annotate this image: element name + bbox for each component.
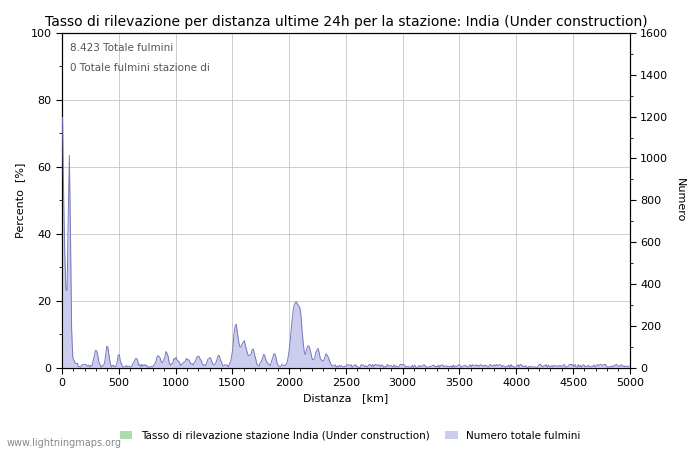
Bar [237, 346, 238, 368]
Bar [285, 367, 286, 368]
Y-axis label: Numero: Numero [675, 178, 685, 222]
Bar [110, 366, 111, 368]
Bar [170, 367, 171, 368]
Text: 0 Totale fulmini stazione di: 0 Totale fulmini stazione di [71, 63, 211, 73]
Bar [120, 365, 121, 368]
Bar [236, 341, 237, 368]
Bar [230, 365, 231, 368]
Bar [240, 355, 241, 368]
Bar [303, 358, 304, 368]
Bar [253, 358, 254, 368]
Bar [316, 358, 317, 368]
Bar [96, 358, 97, 368]
Bar [155, 364, 156, 368]
Bar [241, 353, 242, 368]
Bar [106, 355, 107, 368]
Bar [168, 361, 169, 368]
Bar [294, 341, 295, 368]
Bar [104, 366, 105, 368]
Bar [312, 364, 313, 368]
Bar [117, 365, 118, 368]
Bar [309, 360, 311, 368]
Bar [286, 366, 287, 368]
Bar [97, 361, 98, 368]
Bar [238, 352, 239, 368]
Bar [163, 364, 164, 368]
Bar [231, 362, 232, 368]
Bar [321, 365, 322, 368]
Bar [288, 363, 289, 368]
Bar [160, 362, 161, 368]
Bar [249, 361, 251, 368]
Bar [313, 364, 314, 368]
Bar [244, 351, 245, 368]
Bar [165, 358, 167, 368]
Bar [300, 346, 302, 368]
Bar [159, 361, 160, 368]
Bar [243, 351, 244, 368]
Bar [234, 342, 236, 368]
Text: www.lightningmaps.org: www.lightningmaps.org [7, 438, 122, 448]
Bar [298, 342, 299, 368]
Text: 8.423 Totale fulmini: 8.423 Totale fulmini [71, 43, 174, 53]
Bar [296, 340, 297, 368]
Bar [153, 367, 154, 368]
Bar [105, 361, 106, 368]
Bar [99, 367, 101, 368]
Bar [239, 356, 240, 368]
Bar [290, 354, 291, 368]
Bar [252, 358, 253, 368]
Legend: Tasso di rilevazione stazione India (Under construction), Numero totale fulmini: Tasso di rilevazione stazione India (Und… [116, 427, 584, 445]
Bar [314, 363, 315, 368]
Bar [246, 357, 247, 368]
Bar [320, 363, 321, 368]
Bar [94, 361, 95, 368]
Bar [289, 359, 290, 368]
Bar [95, 358, 96, 368]
Bar [92, 365, 94, 368]
Bar [232, 355, 233, 368]
Bar [247, 360, 248, 368]
Bar [322, 367, 323, 368]
Bar [108, 361, 110, 368]
Bar [306, 360, 307, 368]
Bar [229, 367, 230, 368]
Bar [305, 361, 306, 368]
Bar [161, 364, 162, 368]
Bar [287, 365, 288, 368]
Bar [248, 362, 249, 368]
Bar [256, 365, 257, 368]
Bar [164, 361, 165, 368]
Bar [311, 363, 312, 368]
X-axis label: Distanza   [km]: Distanza [km] [303, 393, 389, 404]
Bar [295, 340, 296, 368]
Bar [156, 363, 158, 368]
Bar [318, 360, 320, 368]
Bar [162, 365, 163, 368]
Y-axis label: Percento  [%]: Percento [%] [15, 162, 25, 238]
Bar [307, 358, 308, 368]
Bar [119, 362, 120, 368]
Bar [291, 349, 293, 368]
Bar [255, 363, 256, 368]
Bar [154, 366, 155, 368]
Title: Tasso di rilevazione per distanza ultime 24h per la stazione: India (Under const: Tasso di rilevazione per distanza ultime… [45, 15, 648, 29]
Bar [304, 361, 305, 368]
Bar [245, 354, 246, 368]
Bar [315, 360, 316, 368]
Bar [254, 360, 255, 368]
